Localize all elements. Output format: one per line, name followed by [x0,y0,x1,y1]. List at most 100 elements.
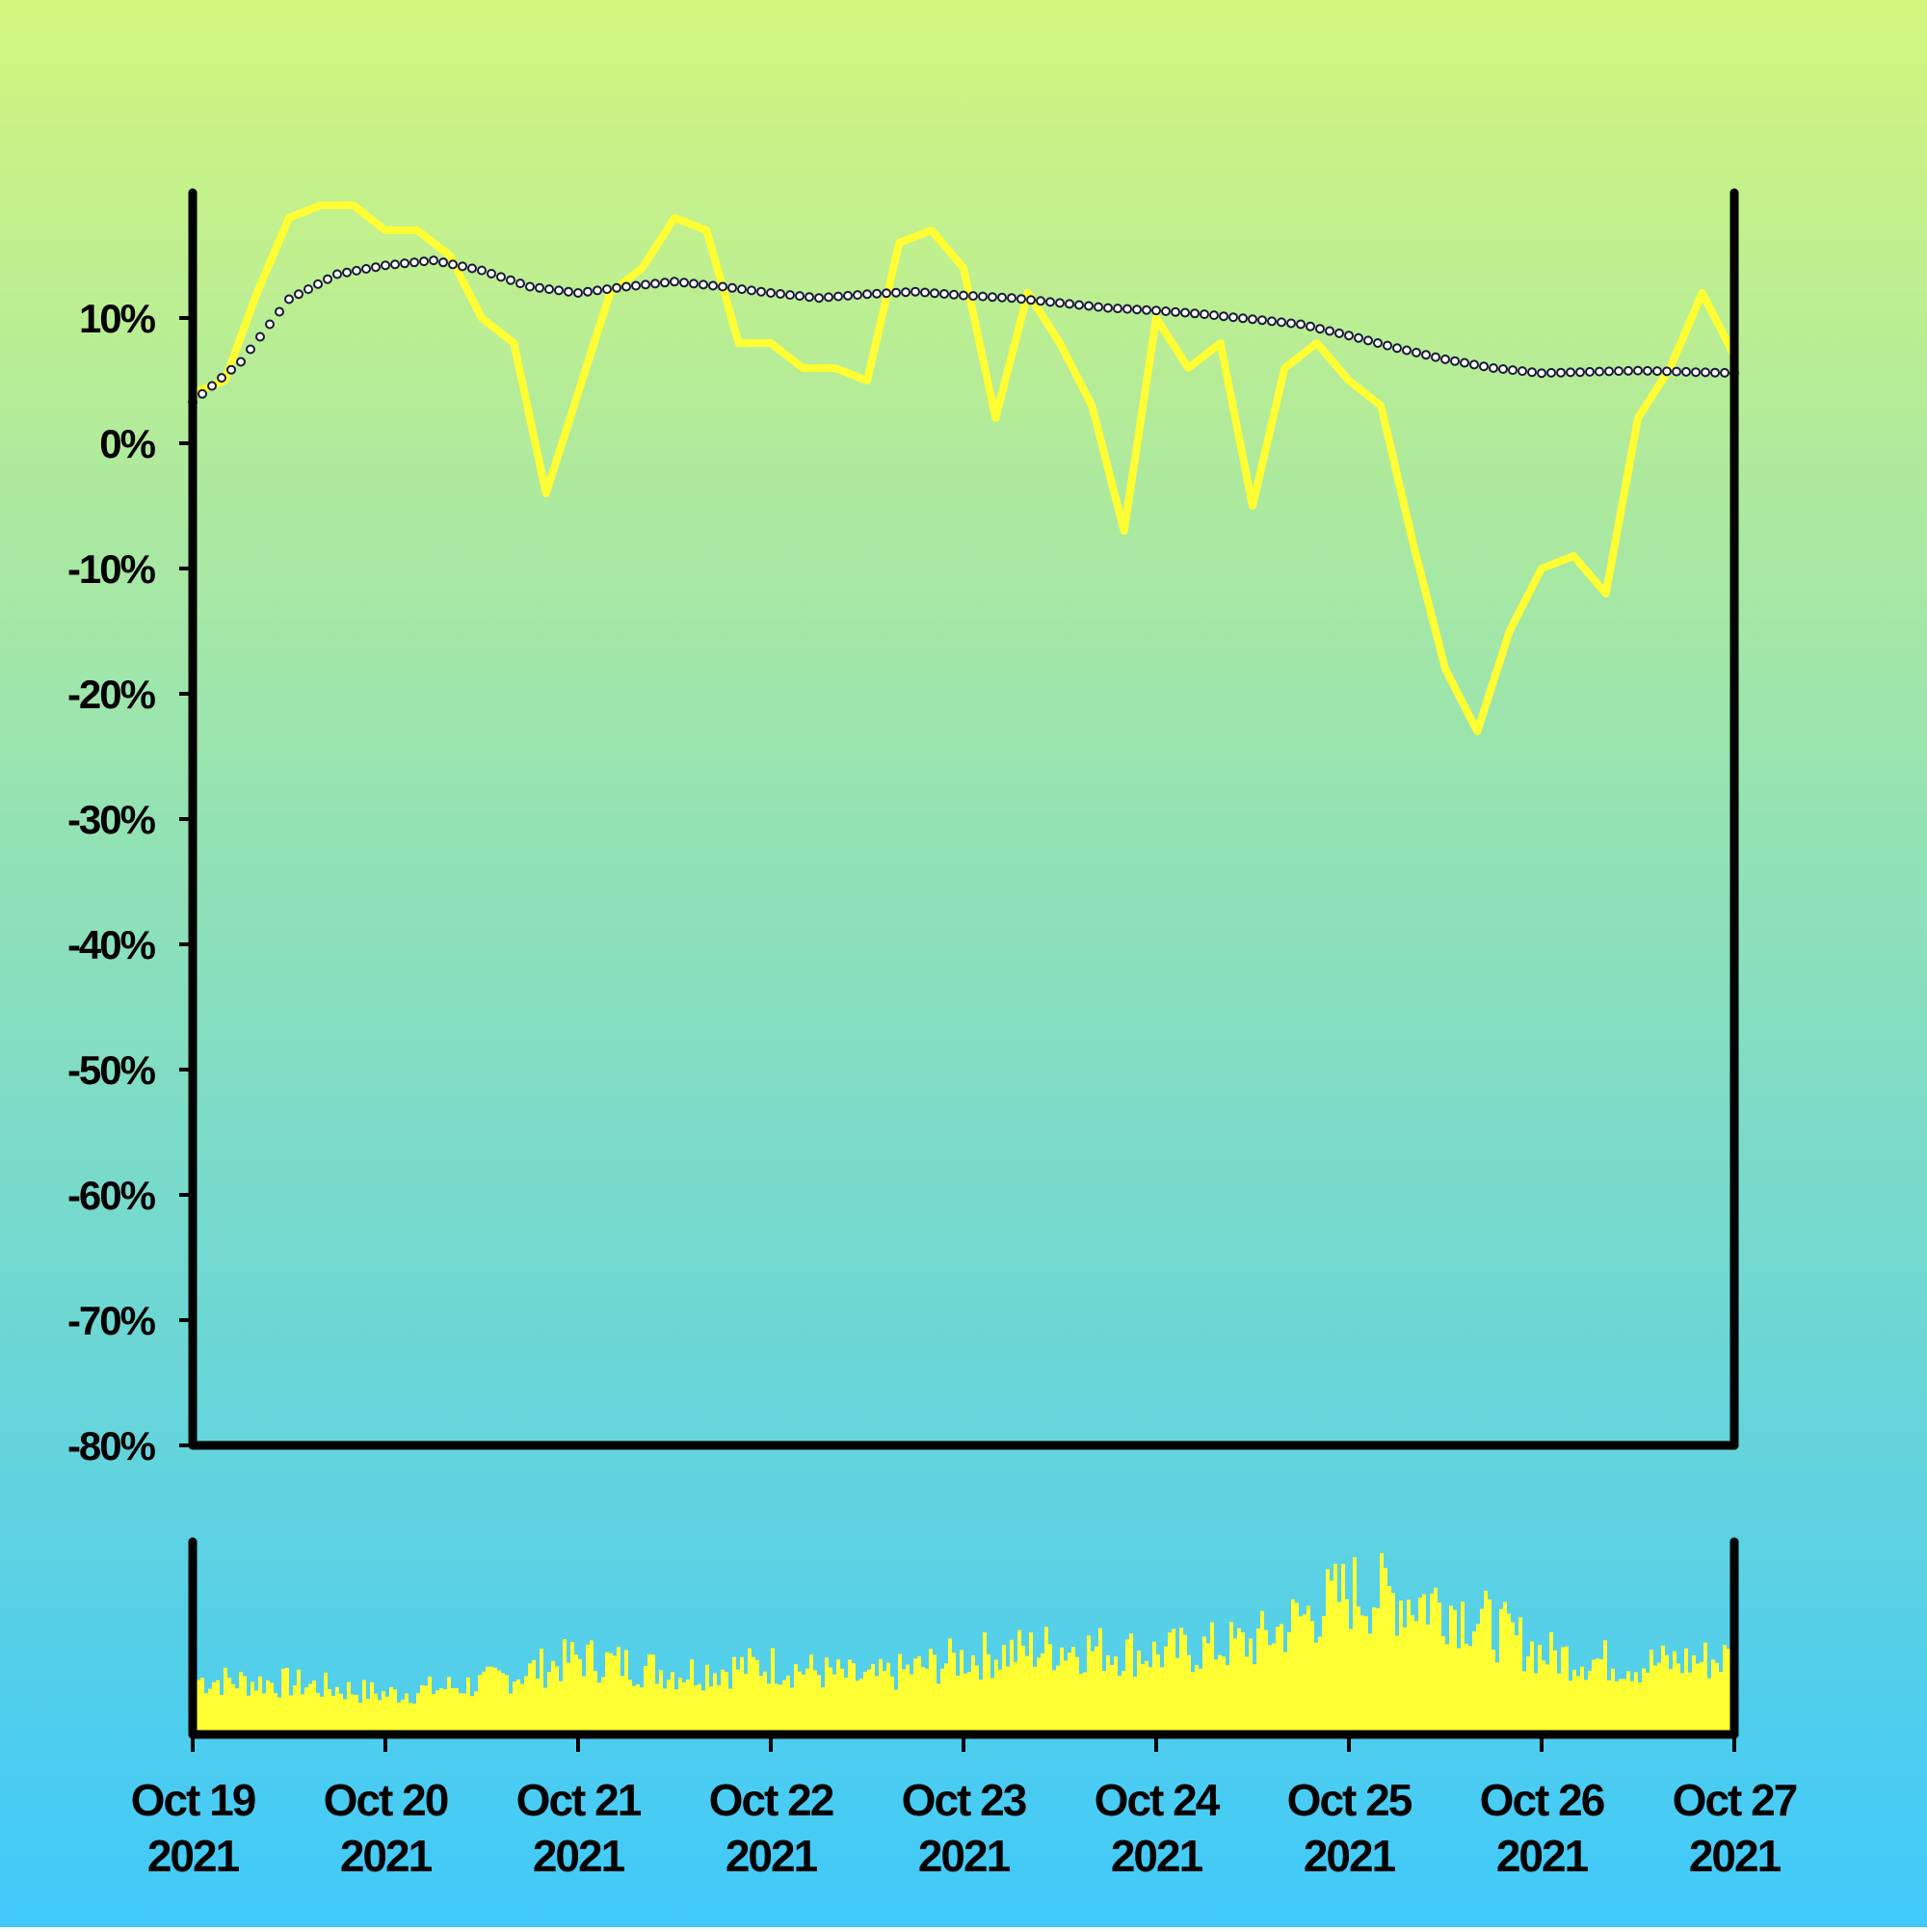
volume-bar [1083,1672,1087,1734]
volume-bar [686,1680,690,1734]
volume-bar [443,1689,447,1734]
volume-bar [767,1683,771,1734]
volume-bar [1653,1665,1657,1734]
volume-bar [1210,1623,1214,1734]
volume-bar [1229,1622,1233,1734]
moving-average-point [940,290,948,298]
volume-bar [975,1665,979,1734]
volume-bar [902,1670,906,1734]
volume-bar [374,1694,378,1734]
volume-bar [690,1659,694,1734]
volume-bar [859,1679,863,1734]
volume-bar [871,1664,875,1734]
moving-average-point [1210,311,1218,319]
volume-bar [308,1683,312,1734]
volume-bar [651,1654,655,1734]
volume-bar [674,1689,678,1734]
volume-bar [1172,1628,1175,1734]
volume-bar [1152,1642,1156,1734]
x-tick-label-date: Oct 27 [1673,1775,1797,1825]
volume-bar [1283,1653,1287,1734]
volume-bar [1021,1646,1025,1734]
volume-bar [1634,1672,1638,1734]
moving-average-point [1451,357,1459,365]
moving-average-point [1066,300,1073,307]
volume-bar [886,1663,890,1734]
volume-bar [971,1655,975,1734]
volume-bar [790,1687,794,1734]
volume-bar [798,1672,802,1734]
volume-bar [1430,1594,1434,1734]
volume-bar [1137,1651,1141,1734]
volume-bar [863,1672,867,1734]
volume-bar [755,1660,759,1734]
moving-average-point [516,279,524,287]
volume-bar [832,1675,836,1734]
volume-bar [328,1689,331,1734]
volume-bar [524,1676,528,1734]
volume-bar [979,1680,983,1734]
volume-bar [424,1685,428,1734]
moving-average-point [1702,368,1709,376]
volume-bar [1357,1606,1360,1734]
volume-bar [717,1685,721,1734]
moving-average-point [825,293,832,301]
volume-bar [532,1660,536,1734]
volume-bar [1542,1660,1545,1734]
moving-average-point [1663,367,1671,375]
moving-average-point [1596,368,1603,376]
volume-bar [563,1639,567,1734]
volume-bar [960,1650,964,1734]
volume-bar [1438,1602,1441,1734]
volume-bar [1619,1679,1623,1734]
moving-average-point [690,279,698,287]
volume-bar [848,1659,852,1734]
volume-bar [1650,1650,1653,1734]
volume-bar [1160,1667,1164,1734]
moving-average-point [757,288,765,296]
volume-bar [1418,1598,1422,1734]
volume-bar [1715,1663,1719,1734]
volume-bar [1322,1616,1326,1734]
volume-bar [1680,1673,1684,1734]
volume-bar [1515,1635,1518,1734]
volume-bar [1703,1643,1707,1734]
y-tick-label: -40% [67,922,156,967]
volume-bar [1260,1611,1264,1734]
volume-bar [247,1696,251,1734]
moving-average-point [1104,304,1112,312]
volume-bar [1499,1609,1503,1734]
moving-average-point [796,292,804,300]
moving-average-point [266,321,274,329]
volume-bar [1372,1607,1376,1734]
volume-bar [813,1670,817,1734]
moving-average-point [1567,368,1574,376]
volume-bar [1318,1637,1322,1734]
moving-average-point [439,258,447,266]
volume-bar [1314,1643,1318,1734]
x-tick-label-date: Oct 24 [1095,1775,1221,1825]
moving-average-point [333,271,341,278]
volume-bar [301,1694,304,1734]
volume-bar [1646,1673,1650,1734]
volume-bar [1596,1658,1599,1734]
moving-average-point [1692,368,1700,376]
volume-bar [420,1685,424,1734]
moving-average-point [613,284,620,292]
volume-bar [1044,1627,1048,1734]
volume-bar [262,1693,266,1734]
volume-bar [667,1680,671,1734]
volume-bar [1345,1599,1349,1734]
volume-bar [1611,1669,1615,1734]
volume-bar [586,1645,590,1734]
volume-bar [405,1693,409,1734]
moving-average-point [1547,369,1555,377]
volume-bar [570,1642,574,1734]
volume-bar [628,1680,632,1734]
volume-bar [1029,1632,1033,1734]
x-tick-label-year: 2021 [918,1831,1011,1881]
volume-bar [1461,1601,1465,1734]
moving-average-point [1364,336,1372,344]
volume-bar [1349,1629,1353,1734]
